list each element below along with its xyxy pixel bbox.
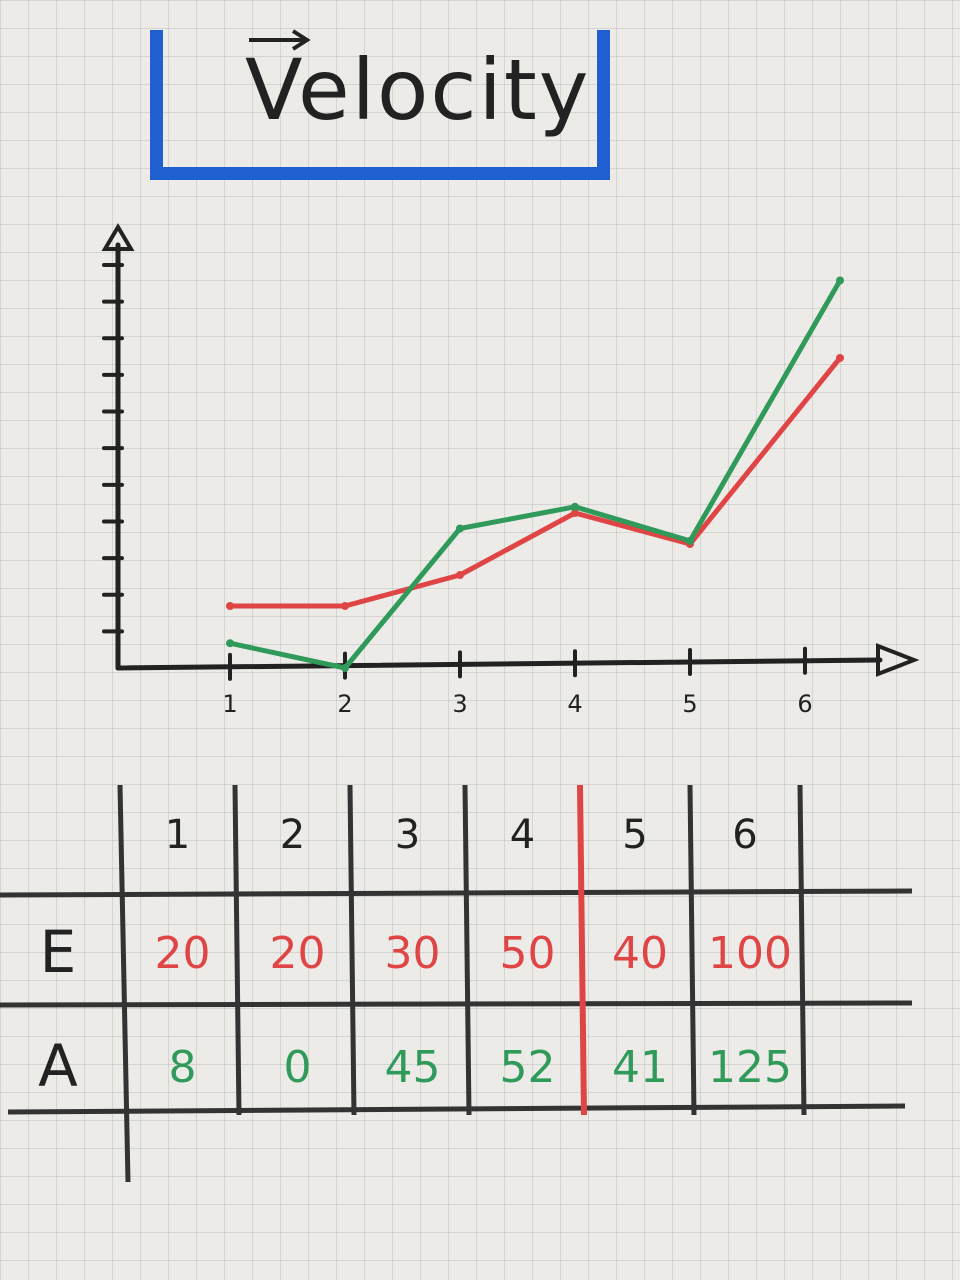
- x-axis-arrow-icon: [876, 643, 920, 677]
- table-header-cell: 3: [395, 812, 420, 858]
- vector-arrow-icon: [249, 29, 311, 51]
- table-row-label: E: [40, 918, 77, 986]
- x-tick-label: 5: [682, 690, 697, 718]
- table-cell: 40: [612, 928, 668, 979]
- velocity-chart: 1 2 3 4 5 6: [101, 223, 920, 718]
- table-row-divider: [7, 1103, 906, 1115]
- data-point-A: [836, 276, 844, 285]
- table-header-cell: 1: [165, 812, 190, 858]
- table-column-divider: [687, 784, 697, 1116]
- series-line-A: [227, 278, 843, 671]
- data-point-A: [686, 536, 694, 545]
- x-axis-line: [115, 657, 883, 671]
- x-tick-label: 1: [222, 690, 237, 718]
- table-row-label: A: [38, 1032, 78, 1100]
- table-header-cell: 5: [622, 812, 647, 858]
- table-cell: 100: [708, 928, 792, 979]
- data-point-E: [836, 354, 844, 362]
- table-row-divider: [0, 888, 913, 898]
- title-frame: [150, 30, 610, 180]
- data-point-A: [226, 639, 234, 648]
- x-tick-label: 3: [452, 690, 467, 718]
- data-point-E: [226, 602, 234, 610]
- table-cell: 8: [169, 1042, 197, 1093]
- table-cell: 125: [708, 1042, 792, 1093]
- x-tick-label: 2: [337, 690, 352, 718]
- x-tick-label: 6: [797, 690, 812, 718]
- table-header-cell: 6: [732, 812, 757, 858]
- table-cell: 50: [500, 928, 556, 979]
- table-column-divider: [462, 784, 472, 1116]
- table-cell: 30: [385, 928, 441, 979]
- table-cell: 45: [385, 1042, 441, 1093]
- table-header-cell: 4: [510, 812, 535, 858]
- table-column-divider: [232, 784, 242, 1116]
- page-title: Velocity: [245, 41, 591, 139]
- data-point-E: [571, 509, 579, 517]
- table-cell: 41: [612, 1042, 668, 1093]
- data-point-E: [341, 602, 349, 610]
- table-cell: 20: [155, 928, 211, 979]
- data-point-A: [456, 524, 464, 533]
- table-column-divider: [117, 784, 131, 1183]
- data-point-E: [456, 571, 464, 579]
- table-row-divider: [0, 1000, 913, 1008]
- table-divider-red: [577, 784, 587, 1116]
- data-point-A: [341, 664, 349, 672]
- series-line-E: [227, 355, 843, 609]
- table-header-cell: 2: [280, 812, 305, 858]
- table-column-divider: [347, 784, 357, 1116]
- table-column-divider: [797, 784, 807, 1116]
- x-tick-label: 4: [567, 690, 582, 718]
- table-cell: 52: [500, 1042, 556, 1093]
- y-axis-arrow-icon: [101, 223, 135, 251]
- table-cell: 0: [284, 1042, 312, 1093]
- table-cell: 20: [270, 928, 326, 979]
- data-point-A: [571, 502, 579, 511]
